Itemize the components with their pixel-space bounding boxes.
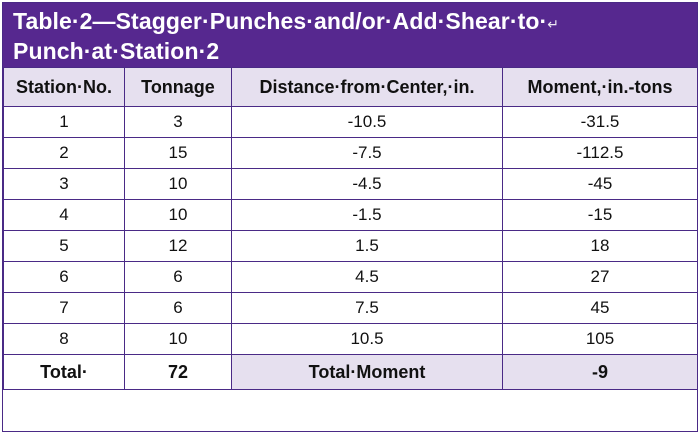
tonnage-cell: 6	[124, 292, 232, 324]
header-station-no: Station·No.	[3, 67, 125, 107]
header-tonnage: Tonnage	[124, 67, 232, 107]
distance-cell: -7.5	[231, 137, 503, 169]
moment-cell: -112.5	[502, 137, 698, 169]
station-cell: 8	[3, 323, 125, 355]
moment-cell: 18	[502, 230, 698, 262]
moment-cell: 27	[502, 261, 698, 293]
station-cell: 3	[3, 168, 125, 200]
header-moment: Moment,·in.-tons	[502, 67, 698, 107]
return-mark-icon: ↵	[547, 16, 560, 32]
station-cell: 2	[3, 137, 125, 169]
moment-cell: -31.5	[502, 106, 698, 138]
total-moment-value: -9	[502, 354, 698, 390]
total-row: Total· 72 Total·Moment -9	[3, 354, 698, 390]
station-cell: 5	[3, 230, 125, 262]
distance-cell: 7.5	[231, 292, 503, 324]
distance-cell: -10.5	[231, 106, 503, 138]
table-row: 5 12 1.5 18	[3, 230, 698, 262]
table-row: 7 6 7.5 45	[3, 292, 698, 324]
table-title-line-2: Punch·at·Station·2	[13, 38, 220, 64]
header-distance: Distance·from·Center,·in.	[231, 67, 503, 107]
tonnage-cell: 6	[124, 261, 232, 293]
station-cell: 4	[3, 199, 125, 231]
total-tonnage: 72	[124, 354, 232, 390]
moment-cell: 105	[502, 323, 698, 355]
moment-table: Station·No. Tonnage Distance·from·Center…	[3, 67, 698, 390]
total-label: Total·	[3, 354, 125, 390]
table-body: 1 3 -10.5 -31.5 2 15 -7.5 -112.5 3 10 -4…	[3, 106, 698, 355]
table-row: 8 10 10.5 105	[3, 323, 698, 355]
distance-cell: 1.5	[231, 230, 503, 262]
table-title-line-1: Table·2—Stagger·Punches·and/or·Add·Shear…	[13, 8, 548, 34]
tonnage-cell: 12	[124, 230, 232, 262]
tonnage-cell: 10	[124, 199, 232, 231]
tonnage-cell: 10	[124, 168, 232, 200]
table-row: 3 10 -4.5 -45	[3, 168, 698, 200]
distance-cell: -4.5	[231, 168, 503, 200]
tonnage-cell: 15	[124, 137, 232, 169]
table-title: Table·2—Stagger·Punches·and/or·Add·Shear…	[3, 3, 697, 67]
station-cell: 7	[3, 292, 125, 324]
table-row: 4 10 -1.5 -15	[3, 199, 698, 231]
total-moment-label: Total·Moment	[231, 354, 503, 390]
distance-cell: -1.5	[231, 199, 503, 231]
moment-cell: -45	[502, 168, 698, 200]
tonnage-cell: 3	[124, 106, 232, 138]
table-header: Station·No. Tonnage Distance·from·Center…	[3, 67, 698, 107]
station-cell: 6	[3, 261, 125, 293]
table-footer: Total· 72 Total·Moment -9	[3, 354, 698, 390]
table-row: 1 3 -10.5 -31.5	[3, 106, 698, 138]
moment-cell: 45	[502, 292, 698, 324]
header-row: Station·No. Tonnage Distance·from·Center…	[3, 67, 698, 107]
moment-cell: -15	[502, 199, 698, 231]
table-row: 6 6 4.5 27	[3, 261, 698, 293]
distance-cell: 10.5	[231, 323, 503, 355]
distance-cell: 4.5	[231, 261, 503, 293]
tonnage-cell: 10	[124, 323, 232, 355]
table-row: 2 15 -7.5 -112.5	[3, 137, 698, 169]
station-cell: 1	[3, 106, 125, 138]
